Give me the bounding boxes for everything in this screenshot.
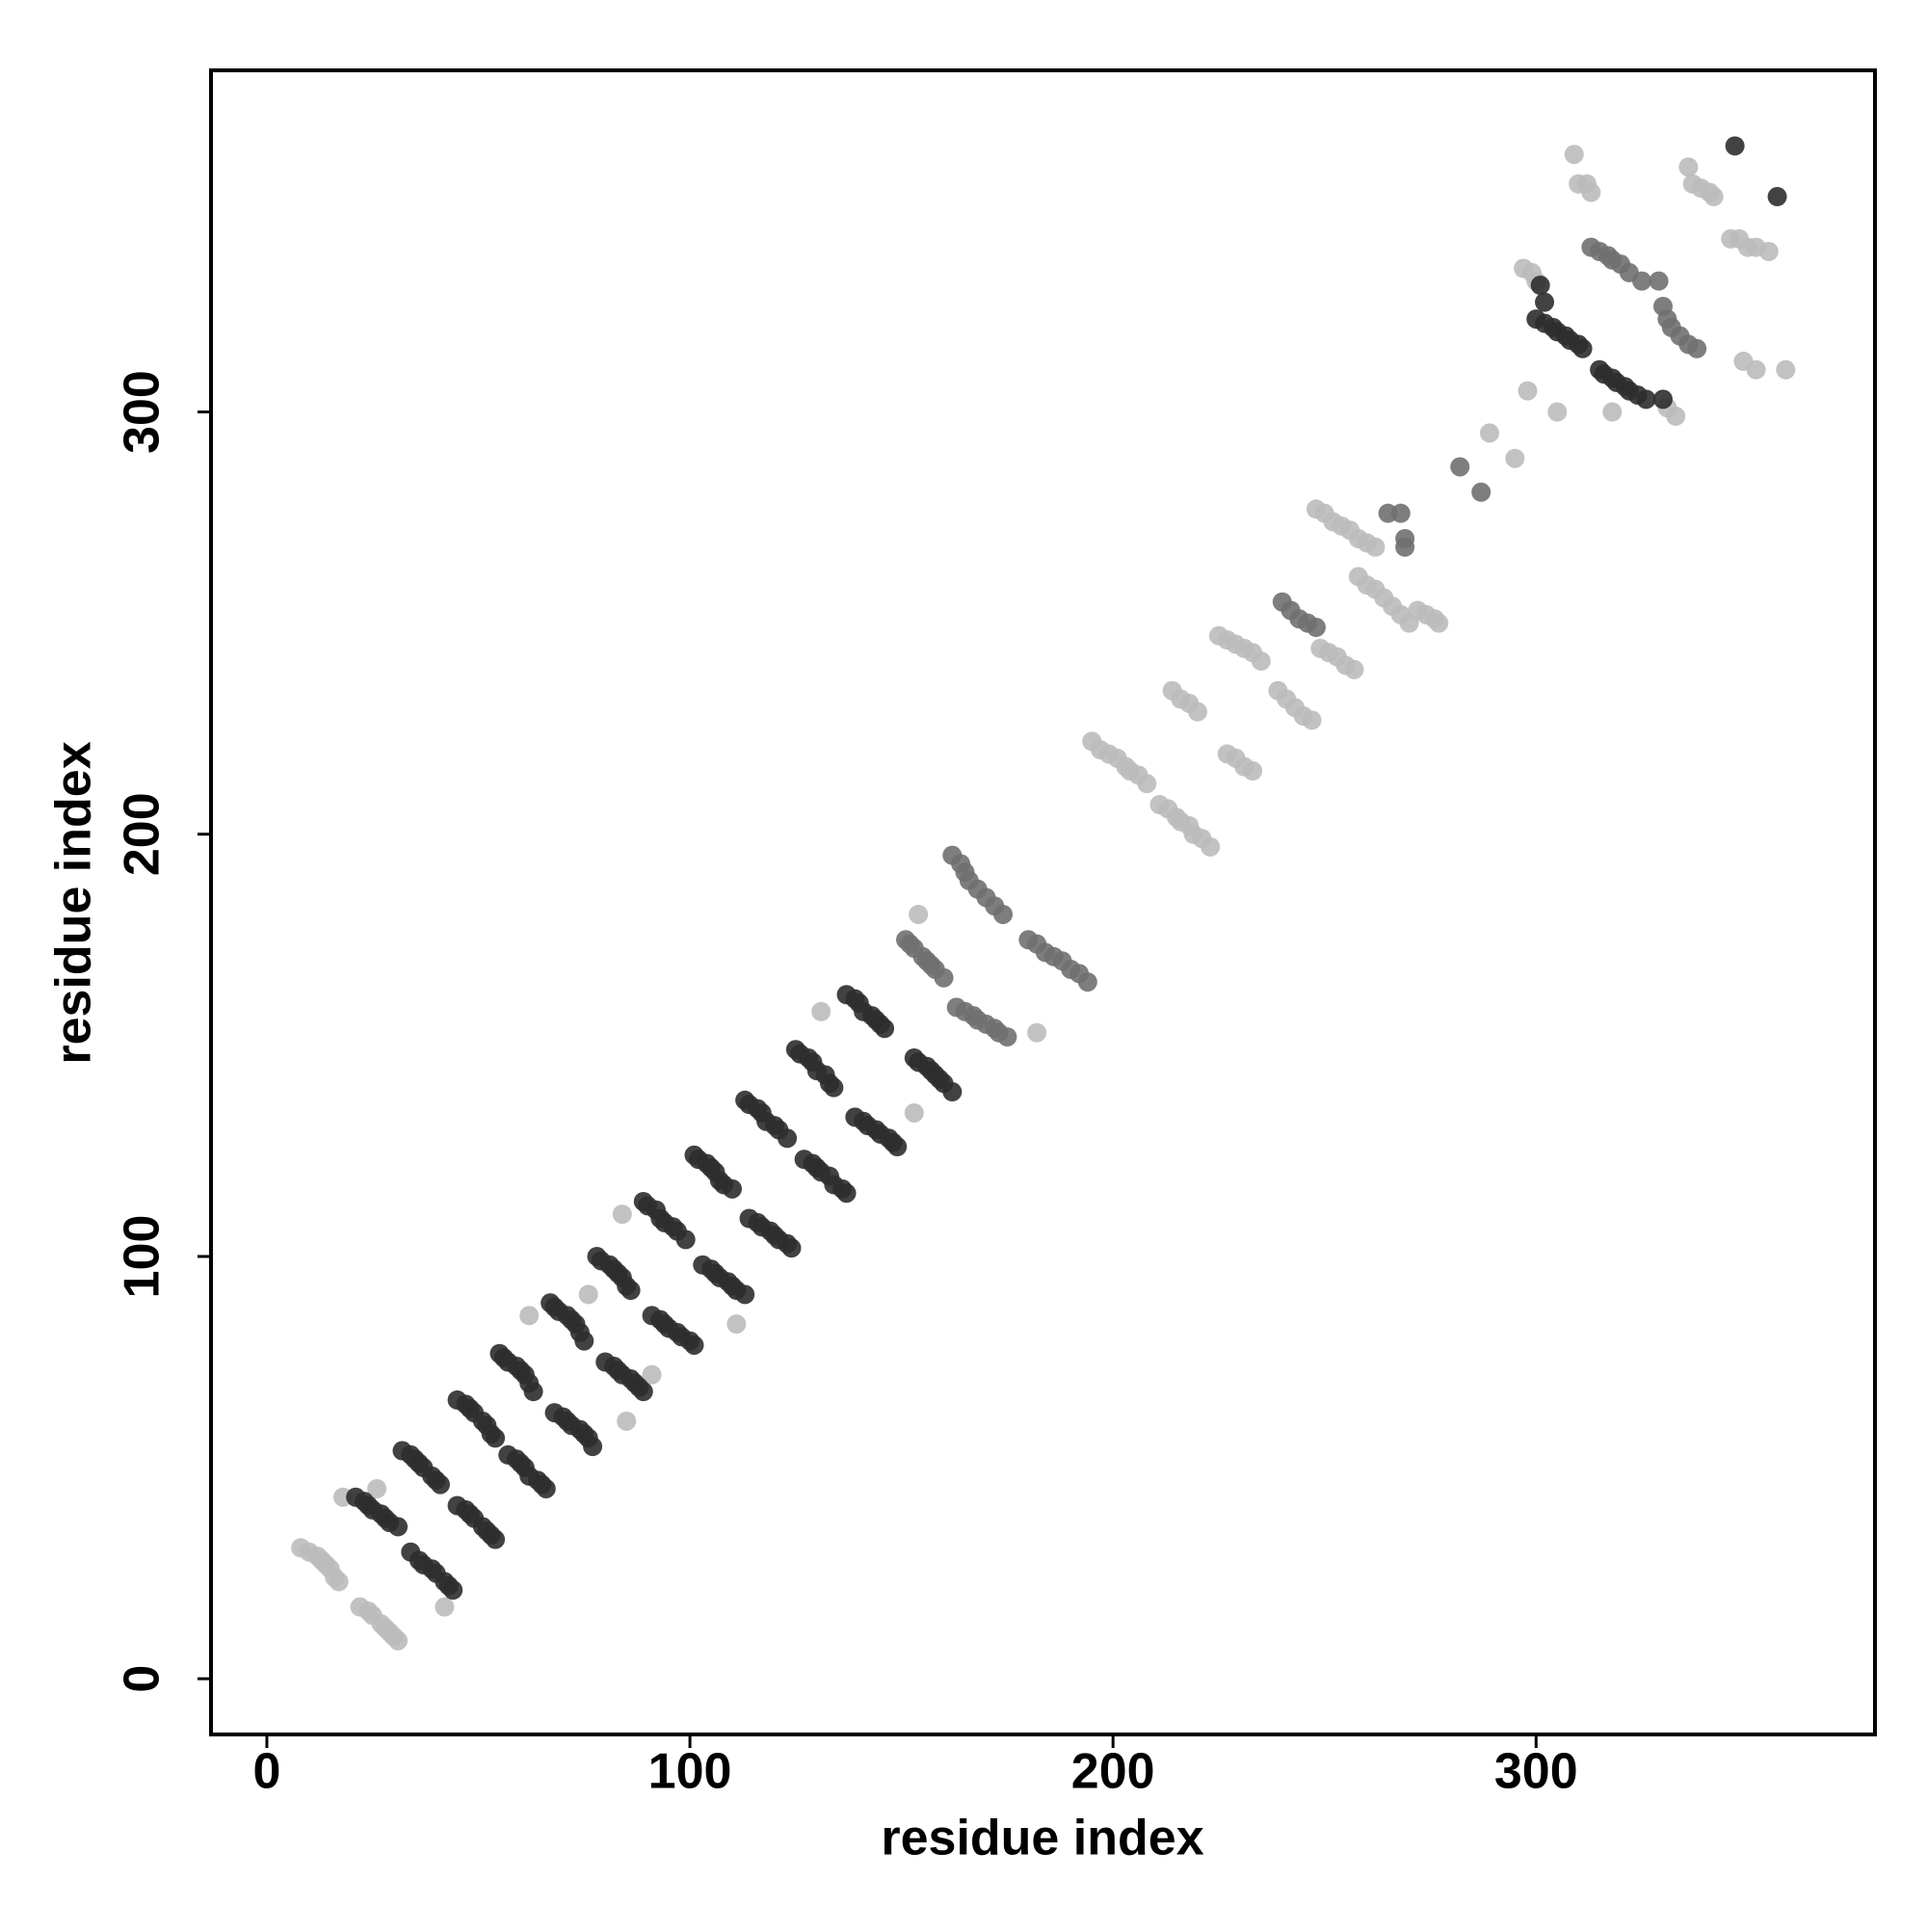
point [1187, 701, 1207, 722]
point [1251, 651, 1271, 672]
x-axis-title: residue index [881, 1811, 1203, 1866]
point [1776, 359, 1796, 380]
point [633, 1382, 653, 1402]
point [1390, 503, 1411, 523]
point [486, 1529, 506, 1549]
point [1581, 182, 1601, 202]
point [1572, 338, 1593, 358]
point [1505, 448, 1525, 468]
point [486, 1428, 506, 1448]
point [1564, 145, 1584, 165]
point [642, 1364, 662, 1385]
x-tick-label: 200 [1071, 1744, 1155, 1800]
point [443, 1580, 463, 1601]
point [722, 1178, 742, 1199]
point [519, 1306, 540, 1326]
point [1306, 618, 1326, 638]
point [1530, 276, 1550, 296]
y-tick-label: 200 [115, 792, 171, 876]
point [1471, 482, 1491, 502]
y-axis-title: residue index [46, 741, 102, 1064]
x-tick-label: 0 [253, 1744, 281, 1800]
point [574, 1331, 594, 1351]
point [875, 1019, 895, 1039]
x-tick-label: 100 [648, 1744, 732, 1800]
point [583, 1437, 603, 1457]
point [388, 1630, 409, 1651]
point [1666, 406, 1686, 426]
point [1518, 381, 1538, 401]
point [367, 1478, 387, 1498]
point [778, 1128, 798, 1149]
point [942, 1082, 963, 1102]
point [909, 904, 929, 924]
point [1535, 292, 1555, 312]
point [726, 1314, 747, 1335]
y-tick-label: 0 [115, 1665, 171, 1693]
point [435, 1597, 455, 1617]
point [1767, 187, 1787, 207]
point [811, 1001, 832, 1021]
point [1450, 457, 1470, 477]
point [836, 1183, 857, 1204]
point [781, 1238, 802, 1258]
point [1547, 402, 1568, 422]
y-tick-label: 300 [115, 370, 171, 454]
point [887, 1137, 908, 1157]
point [1077, 972, 1097, 992]
point [1746, 359, 1766, 380]
point [1137, 774, 1157, 794]
point [997, 1027, 1017, 1047]
point [1395, 537, 1415, 557]
point [1703, 187, 1724, 207]
point [675, 1230, 696, 1250]
point [993, 904, 1014, 924]
point [1687, 338, 1707, 358]
point [1429, 613, 1449, 633]
point [620, 1280, 641, 1300]
point [1632, 271, 1652, 291]
point [1602, 402, 1623, 422]
point [1344, 659, 1364, 679]
point [612, 1204, 632, 1225]
point [536, 1478, 556, 1498]
point [329, 1572, 349, 1592]
point [1649, 271, 1669, 291]
point [1365, 537, 1386, 557]
point [1678, 157, 1699, 177]
point [1636, 389, 1656, 410]
point [1302, 710, 1322, 730]
point [523, 1382, 543, 1402]
point [824, 1077, 844, 1098]
y-tick-label: 100 [115, 1215, 171, 1299]
point [1758, 241, 1779, 261]
point [1201, 836, 1221, 857]
x-tick-label: 300 [1494, 1744, 1578, 1800]
plot-frame [209, 68, 1877, 1736]
point [617, 1411, 637, 1431]
point [1243, 760, 1263, 781]
point [1479, 423, 1499, 443]
point [904, 1102, 924, 1123]
point [430, 1474, 450, 1495]
point [1725, 136, 1745, 156]
point [578, 1284, 598, 1305]
point [934, 967, 954, 988]
point [1027, 1022, 1047, 1043]
point [388, 1517, 409, 1537]
point [735, 1284, 755, 1305]
point [684, 1335, 704, 1355]
point [1653, 389, 1674, 410]
